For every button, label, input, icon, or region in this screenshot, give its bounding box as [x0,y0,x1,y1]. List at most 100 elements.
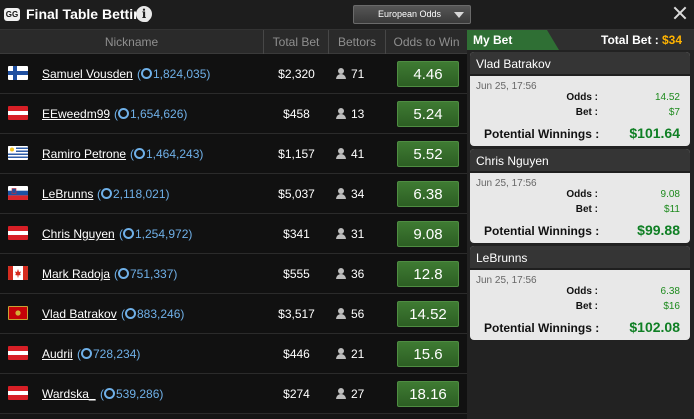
table-row: Audrii (728,234) $446 21 15.6 [0,334,467,374]
odds-to-win-button[interactable]: 15.6 [397,341,459,367]
tab-my-bet[interactable] [467,30,559,50]
potential-winnings-label: Potential Winnings : [484,224,600,238]
bet-amount-value: $7 [668,107,680,118]
bet-odds-value: 14.52 [654,92,680,103]
player-chip-count: (539,286) [100,387,164,401]
table-row: EEweedm99(1,654,626) $458 13 5.24 [0,94,467,134]
odds-to-win-button[interactable]: 14.52 [397,301,459,327]
info-icon[interactable]: i [136,6,152,22]
table-row: LeBrunns(2,118,021) $5,037 34 6.38 [0,174,467,214]
table-row: Mark Radoja(751,337) $555 36 12.8 [0,254,467,294]
odds-label: Odds : [566,189,598,200]
potential-winnings-value: $101.64 [629,125,680,141]
odds-to-win-button[interactable]: 5.52 [397,141,459,167]
table-header: Nickname Total Bet Bettors Odds to Win [0,30,467,54]
bettors-count: 31 [351,227,365,241]
person-icon [336,228,346,239]
odds-format-select[interactable]: European Odds [353,5,471,24]
bet-timestamp: Jun 25, 17:56 [476,275,537,286]
player-nickname-link[interactable]: Samuel Vousden [42,67,133,81]
bettors-cell: 27 [336,387,364,401]
chip-stack-icon [118,108,129,119]
odds-to-win-button[interactable]: 18.16 [397,381,459,407]
flag-finland-icon [8,66,28,80]
close-icon[interactable] [673,6,687,20]
player-nickname-link[interactable]: Wardska_ [42,387,96,401]
table-row: Vlad Batrakov (883,246) $3,517 56 14.52 [0,294,467,334]
bet-amount-value: $11 [664,204,680,215]
odds-to-win-button[interactable]: 4.46 [397,61,459,87]
my-bet-header: My Bet Total Bet : $34 [467,30,694,50]
chip-count-value: 883,246 [137,307,181,321]
total-bet-cell: $341 [283,227,310,241]
bettors-cell: 71 [336,67,364,81]
chip-stack-icon [125,308,136,319]
total-bet-label: Total Bet : [601,33,659,47]
column-header-total-bet: Total Bet [264,30,329,54]
flag-austria-icon [8,106,28,120]
chip-stack-icon [81,348,92,359]
player-nickname-link[interactable]: Mark Radoja [42,267,111,281]
chip-count-value: 1,824,035 [153,67,207,81]
flag-austria-icon [8,346,28,360]
bettors-cell: 31 [336,227,364,241]
chip-stack-icon [104,388,115,399]
total-bet-cell: $446 [283,347,310,361]
flag-austria-icon [8,226,28,240]
flag-montenegro-icon [8,306,28,320]
chip-count-value: 1,254,972 [135,227,189,241]
potential-winnings-value: $99.88 [637,222,680,238]
bettors-count: 34 [351,187,365,201]
title-bar: GG Final Table Betting i European Odds [0,0,694,30]
flag-canada-icon [8,266,28,280]
table-row: Samuel Vousden (1,824,035) $2,320 71 4.46 [0,54,467,94]
total-bet-cell: $3,517 [278,307,315,321]
bettors-cell: 56 [336,307,364,321]
bettors-count: 71 [351,67,365,81]
chip-count-value: 2,118,021 [113,187,166,201]
my-bet-panel: My Bet Total Bet : $34 Vlad Batrakov Jun … [467,30,694,419]
flag-slovenia-icon [8,186,28,200]
person-icon [336,108,346,119]
odds-format-value: European Odds [378,9,442,19]
odds-to-win-button[interactable]: 6.38 [397,181,459,207]
column-header-bettors: Bettors [329,30,386,54]
chip-count-value: 751,337 [130,267,174,281]
chip-count-value: 728,234 [93,347,137,361]
player-nickname-link[interactable]: LeBrunns [42,187,94,201]
bet-label: Bet : [575,301,598,312]
player-nickname-link[interactable]: Chris Nguyen [42,227,115,241]
odds-label: Odds : [566,92,598,103]
bet-card: Chris Nguyen Jun 25, 17:56 Odds : 9.08 Bet :… [470,149,690,243]
odds-to-win-button[interactable]: 9.08 [397,221,459,247]
odds-label: Odds : [566,286,598,297]
bettors-cell: 36 [336,267,364,281]
flag-austria-icon [8,386,28,400]
player-chip-count: (883,246) [121,307,185,321]
column-header-odds: Odds to Win [393,35,460,49]
potential-winnings-value: $102.08 [629,319,680,335]
bet-label: Bet : [575,204,598,215]
chip-count-value: 539,286 [116,387,160,401]
chip-stack-icon [123,228,134,239]
odds-to-win-button[interactable]: 12.8 [397,261,459,287]
total-bet-cell: $458 [283,107,310,121]
column-header-nickname: Nickname [0,30,264,54]
odds-to-win-button[interactable]: 5.24 [397,101,459,127]
table-row: Wardska_ (539,286) $274 27 18.16 [0,374,467,414]
chip-count-value: 1,654,626 [130,107,184,121]
player-nickname-link[interactable]: Vlad Batrakov [42,307,117,321]
person-icon [336,348,346,359]
player-nickname-link[interactable]: Audrii [42,347,73,361]
player-chip-count: (2,118,021) [97,187,170,201]
bettors-count: 41 [351,147,365,161]
window-title: Final Table Betting [26,6,151,22]
bet-player-name: Chris Nguyen [476,154,549,168]
player-nickname-link[interactable]: Ramiro Petrone [42,147,127,161]
total-bet-cell: $555 [283,267,310,281]
player-nickname-link[interactable]: EEweedm99 [42,107,111,121]
player-chip-count: (1,654,626) [114,107,188,121]
total-bet-cell: $2,320 [278,67,315,81]
chip-count-value: 1,464,243 [146,147,200,161]
player-chip-count: (1,254,972) [119,227,193,241]
